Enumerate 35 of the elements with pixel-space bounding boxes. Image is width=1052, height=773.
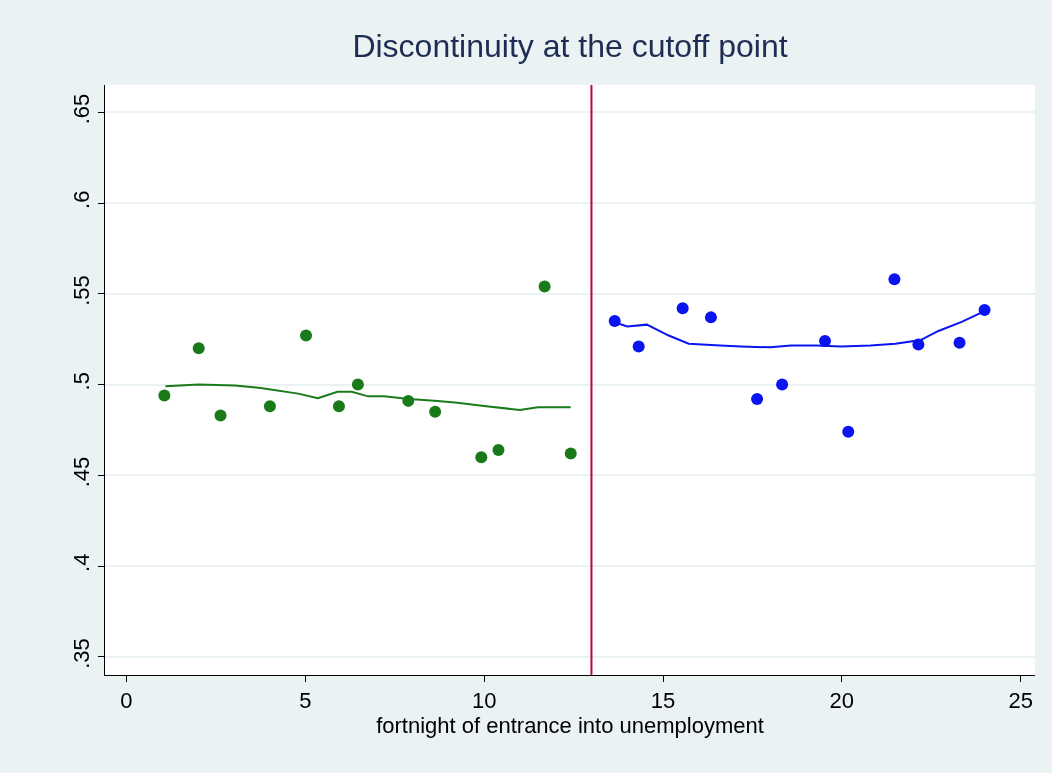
point	[158, 389, 171, 402]
point	[751, 393, 764, 406]
point	[192, 342, 205, 355]
point	[632, 340, 645, 353]
y-tick-label: .35	[69, 638, 95, 669]
point	[332, 400, 345, 413]
point	[214, 409, 227, 422]
point	[564, 447, 577, 460]
x-tick-label: 0	[120, 688, 133, 714]
x-tick-label: 25	[1008, 688, 1033, 714]
x-tick-label: 15	[650, 688, 676, 714]
chart-title: Discontinuity at the cutoff point	[352, 28, 788, 65]
point	[300, 329, 313, 342]
point	[776, 378, 789, 391]
point	[263, 400, 276, 413]
x-axis-title: fortnight of entrance into unemployment	[376, 713, 764, 739]
y-tick-label: .45	[69, 456, 95, 488]
point	[492, 443, 505, 456]
x-tick-label: 10	[471, 688, 497, 714]
y-tick-label: .6	[69, 190, 95, 209]
y-tick-label: .55	[69, 275, 95, 306]
x-tick-label: 20	[829, 688, 855, 714]
point	[704, 311, 717, 324]
point	[888, 273, 901, 286]
point	[842, 425, 855, 438]
point	[953, 336, 966, 349]
point	[429, 405, 442, 418]
point	[538, 280, 551, 293]
x-tick-label: 5	[299, 688, 312, 714]
point	[676, 302, 689, 315]
y-tick-label: .65	[69, 93, 95, 125]
y-tick-label: .5	[69, 372, 95, 391]
point	[475, 451, 488, 464]
y-tick-label: .4	[69, 553, 95, 572]
point	[351, 378, 364, 391]
